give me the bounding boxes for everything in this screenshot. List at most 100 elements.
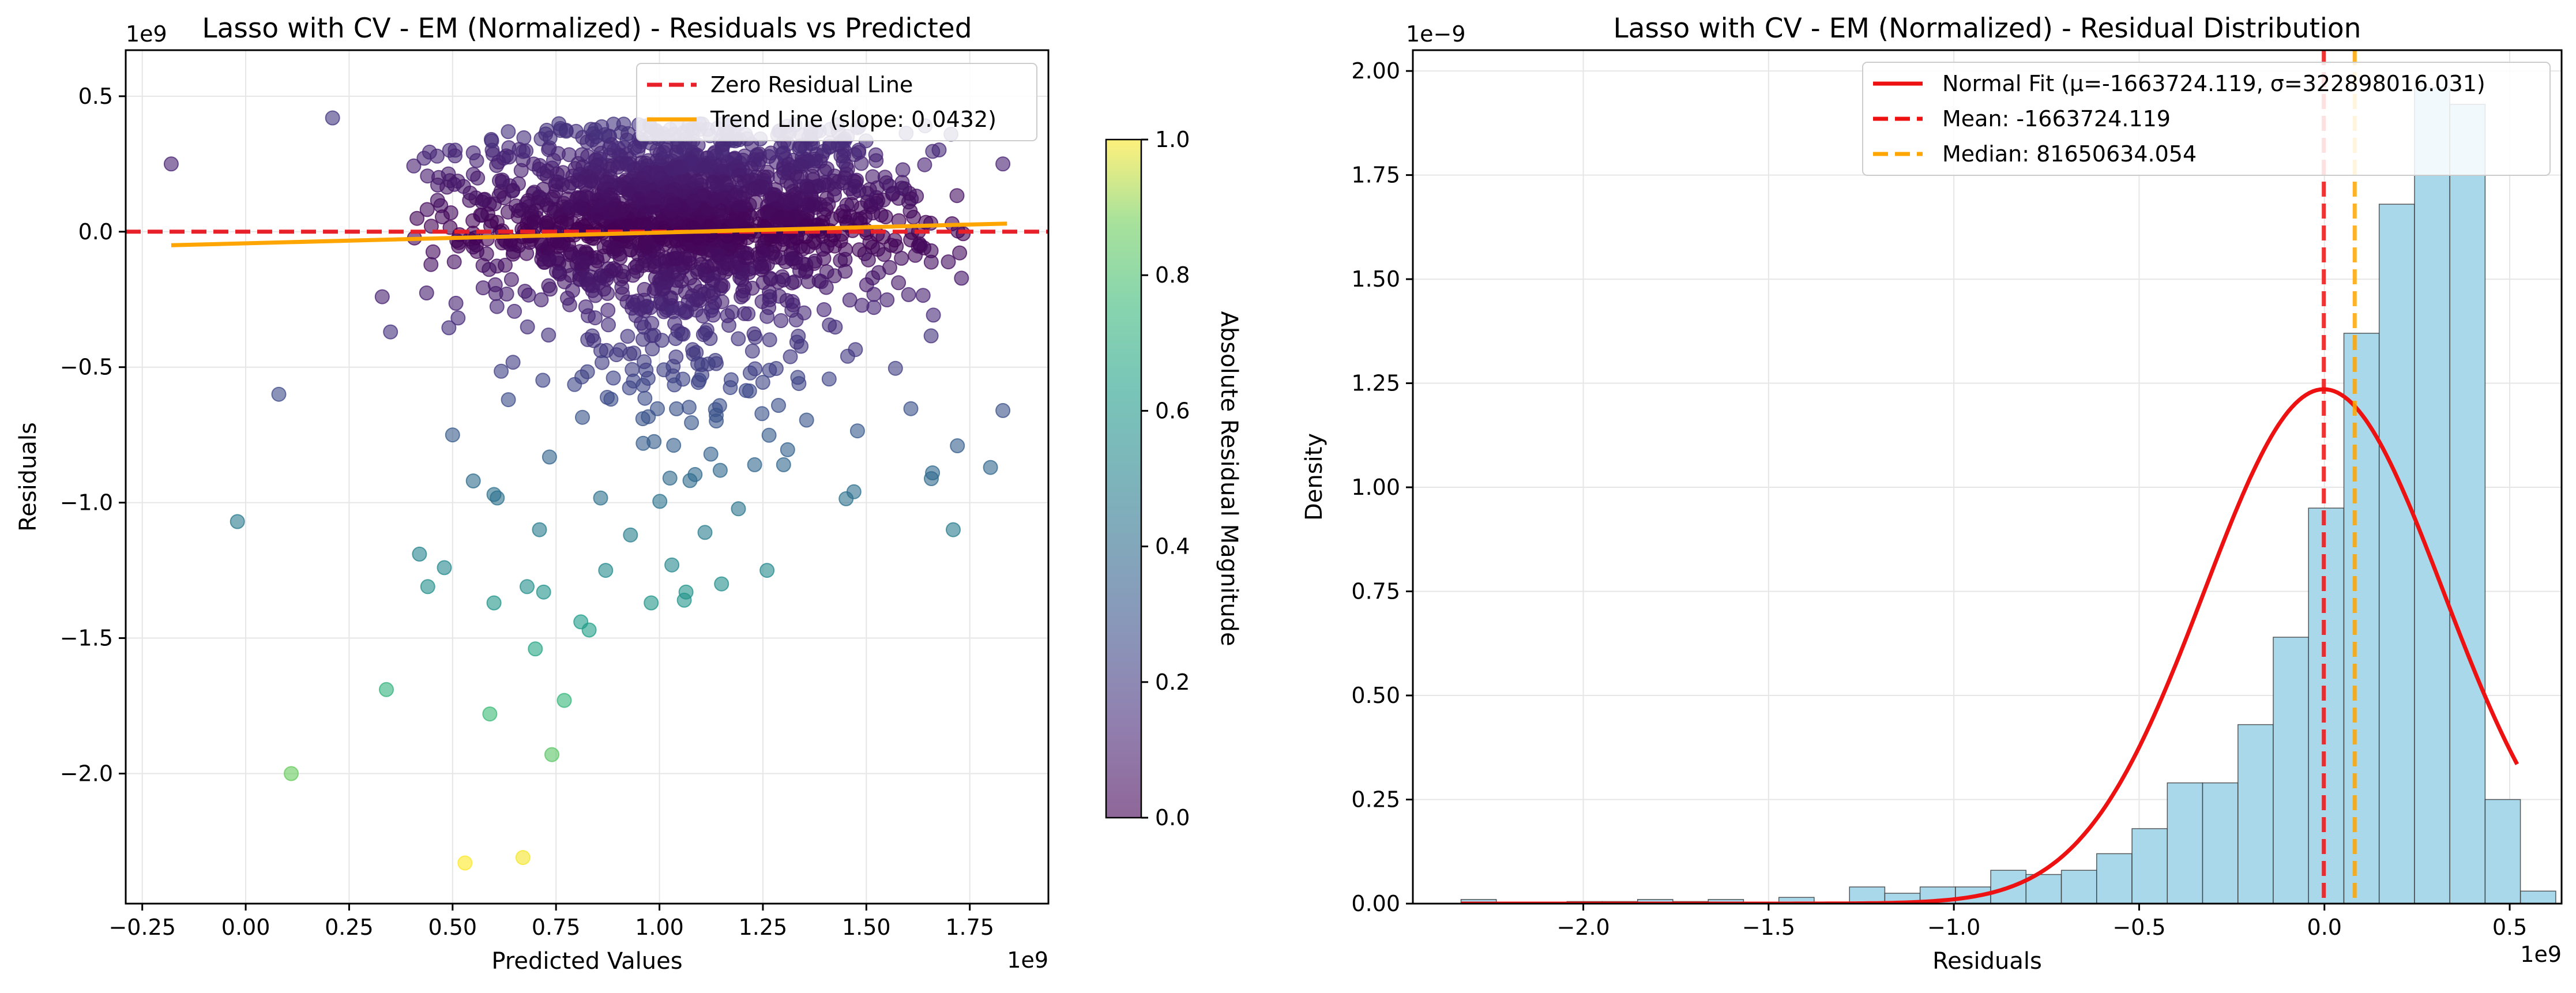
scatter-point	[592, 197, 608, 213]
scatter-legend-box	[636, 63, 1037, 141]
scatter-point	[789, 334, 804, 350]
scatter-y-tick-label: 0.0	[78, 219, 113, 245]
scatter-point	[831, 174, 847, 189]
scatter-point	[776, 457, 791, 472]
histogram-y-tick-label: 1.50	[1351, 266, 1400, 292]
histogram-y-tick-label: 0.50	[1351, 683, 1400, 708]
scatter-point	[637, 390, 653, 406]
histogram-bar	[2131, 828, 2168, 904]
scatter-point	[588, 122, 603, 137]
scatter-point	[552, 121, 568, 136]
scatter-point	[762, 292, 777, 307]
scatter-point	[589, 157, 604, 173]
scatter-point	[462, 185, 478, 201]
scatter-point	[536, 254, 552, 270]
histogram-x-tick-label: −1.5	[1742, 915, 1795, 940]
scatter-point	[709, 408, 724, 423]
scatter-point	[949, 188, 965, 204]
scatter-point	[465, 167, 481, 182]
scatter-point	[760, 256, 775, 272]
histogram-bar	[2519, 890, 2556, 904]
scatter-point	[419, 285, 434, 300]
scatter-x-tick-label: 0.75	[532, 915, 581, 940]
scatter-point	[819, 191, 834, 206]
scatter-point	[842, 292, 858, 308]
scatter-point	[477, 191, 492, 207]
scatter-point	[789, 169, 805, 185]
scatter-point	[712, 462, 728, 478]
histogram-bar	[1460, 899, 1497, 904]
scatter-point	[532, 522, 547, 537]
scatter-point	[513, 163, 529, 178]
scatter-point	[870, 227, 885, 242]
scatter-point	[690, 264, 705, 280]
scatter-point	[325, 110, 340, 126]
scatter-point	[518, 143, 534, 159]
scatter-point	[686, 194, 701, 209]
legend-label-normal-fit: Normal Fit (μ=-1663724.119, σ=322898016.…	[1942, 71, 2485, 96]
scatter-point	[695, 327, 711, 343]
scatter-point	[743, 160, 759, 176]
scatter-point	[652, 494, 668, 509]
scatter-point	[608, 201, 623, 217]
histogram-bars	[1460, 87, 2556, 904]
scatter-point	[627, 297, 642, 313]
scatter-x-tick-label: 0.00	[221, 915, 270, 940]
scatter-point	[827, 268, 843, 284]
scatter-point	[601, 239, 617, 255]
scatter-legend: Zero Residual Line Trend Line (slope: 0.…	[636, 63, 1037, 141]
scatter-point	[983, 460, 998, 475]
scatter-point	[669, 251, 685, 266]
scatter-point	[952, 245, 968, 261]
scatter-point	[768, 361, 784, 376]
scatter-point	[656, 362, 672, 378]
histogram-y-tick-label: 0.00	[1351, 891, 1400, 916]
scatter-point	[917, 157, 932, 172]
legend-label-zero-line: Zero Residual Line	[710, 72, 913, 97]
scatter-point	[383, 324, 398, 340]
scatter-point	[580, 134, 595, 150]
scatter-point	[710, 247, 726, 263]
scatter-point	[923, 328, 939, 344]
scatter-title: Lasso with CV - EM (Normalized) - Residu…	[202, 13, 972, 44]
scatter-point	[666, 438, 682, 453]
scatter-point	[623, 527, 638, 543]
scatter-point	[800, 181, 816, 197]
scatter-point	[640, 237, 656, 253]
scatter-point	[446, 254, 462, 270]
colorbar-tick-label: 0.0	[1155, 805, 1190, 830]
scatter-point	[482, 262, 497, 277]
scatter-point	[701, 356, 716, 372]
scatter-point	[771, 398, 786, 413]
scatter-point	[723, 372, 739, 388]
scatter-point	[651, 251, 667, 267]
scatter-point	[882, 259, 897, 275]
scatter-point	[879, 292, 895, 307]
scatter-x-tick-label: 1.50	[842, 915, 891, 940]
scatter-point	[901, 194, 916, 210]
scatter-point	[541, 449, 557, 465]
scatter-point	[635, 378, 651, 393]
scatter-point	[448, 295, 464, 311]
scatter-point	[852, 242, 867, 258]
scatter-point	[714, 203, 729, 219]
scatter-point	[581, 622, 597, 638]
legend-label-trend-line: Trend Line (slope: 0.0432)	[710, 107, 996, 132]
scatter-point	[664, 203, 679, 219]
scatter-point	[447, 148, 462, 164]
scatter-point	[712, 157, 728, 172]
scatter-point	[931, 142, 947, 157]
histogram-x-tick-label: −0.5	[2112, 915, 2165, 940]
scatter-point	[483, 131, 499, 147]
scatter-point	[520, 579, 535, 595]
scatter-point	[620, 329, 635, 344]
scatter-point	[705, 307, 721, 323]
colorbar-frame	[1105, 138, 1142, 819]
scatter-x-tick-label: −0.25	[108, 915, 175, 940]
colorbar-tick-label: 0.4	[1155, 534, 1190, 559]
scatter-point	[686, 346, 701, 362]
scatter-point	[754, 406, 770, 422]
scatter-point	[606, 261, 622, 276]
colorbar-gradient	[1106, 140, 1141, 818]
